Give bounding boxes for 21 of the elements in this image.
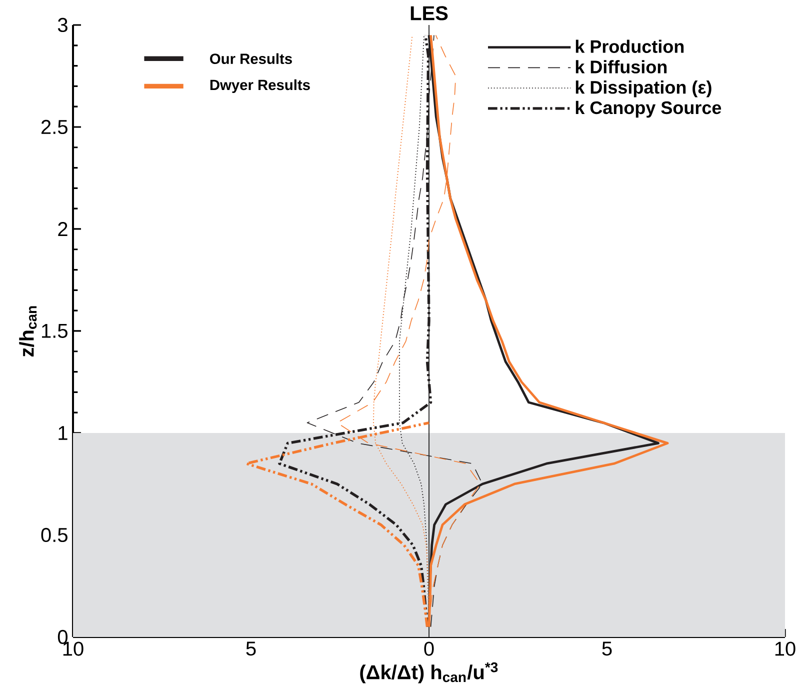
legend-label: k Dissipation (ε) [576, 80, 712, 98]
x-tick-label: 0 [424, 642, 434, 656]
legend-label: k Production [576, 40, 684, 53]
y-axis-title: z/h$_{can}$ [19, 306, 37, 356]
y-tick-label: 2.5 [41, 120, 68, 134]
annotation: Our Results [210, 53, 292, 64]
y-tick-label: 3 [58, 18, 68, 32]
legend-label: k Diffusion [576, 60, 667, 74]
legend-label: k Canopy Source [576, 100, 722, 118]
x-tick-label: 5 [602, 642, 612, 656]
x-tick-label: 5 [246, 642, 256, 656]
y-tick-label: 1 [58, 426, 68, 440]
y-tick-label: 1.5 [42, 324, 68, 338]
y-tick-label: 0.5 [41, 528, 68, 542]
y-tick-label: 2 [58, 222, 68, 236]
y-tick-label: 0 [58, 630, 68, 644]
annotation: Dwyer Results [210, 79, 310, 94]
x-tick-label: 10 [775, 642, 796, 656]
x-tick-label: 10 [63, 642, 84, 656]
chart-title: LES [410, 6, 448, 20]
x-axis-title: (Δk/Δt) h$_{can}$/u$^{*3}$ [360, 662, 498, 684]
